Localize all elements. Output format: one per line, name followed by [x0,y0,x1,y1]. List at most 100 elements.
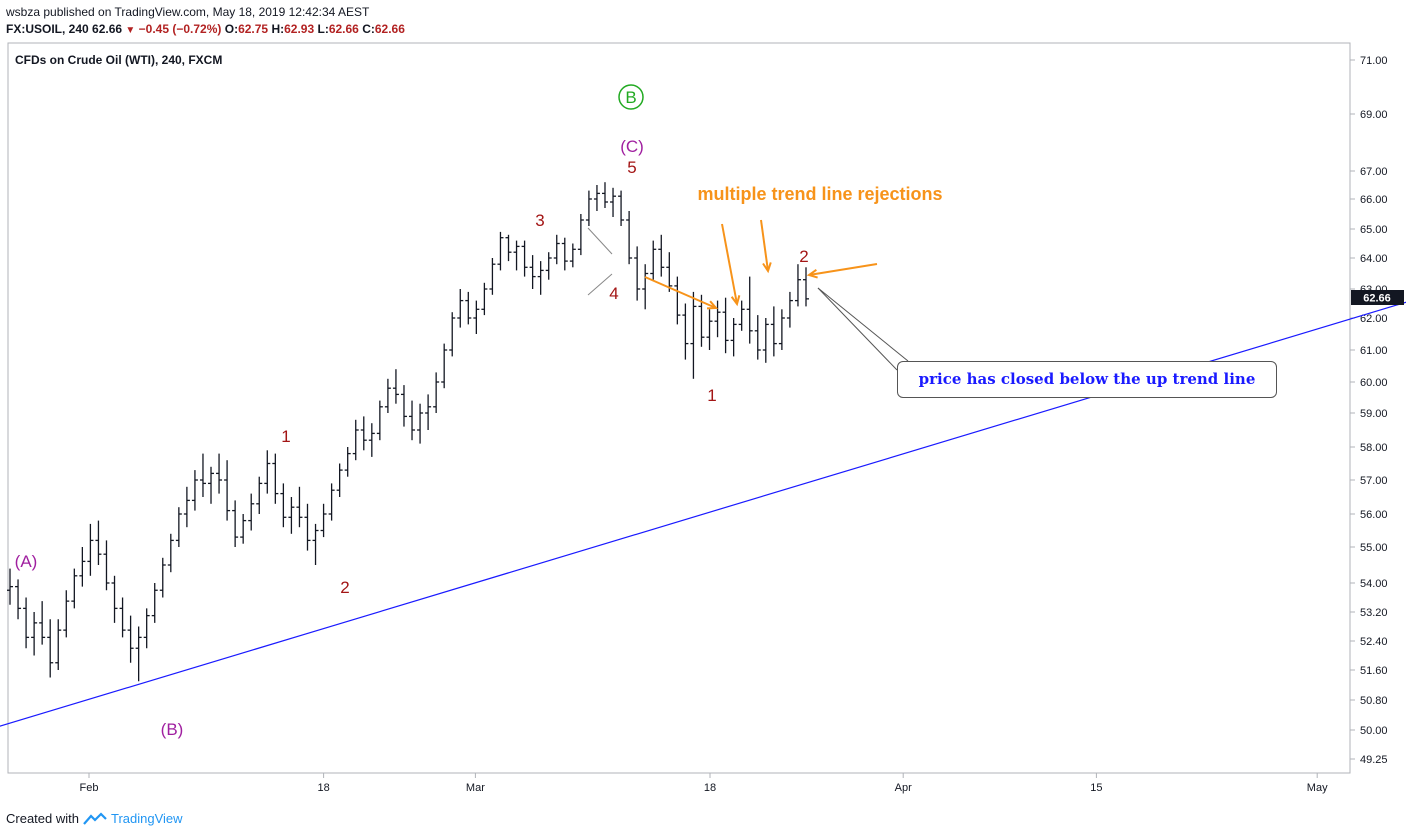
time-tick-label: 18 [317,782,329,794]
candle [433,372,440,413]
wave-label: (A) [15,552,38,571]
candle [537,261,544,295]
candle [658,234,665,277]
rejection-arrow [760,219,772,274]
candle [280,483,287,528]
price-tick-label: 64.00 [1360,253,1388,265]
candle [79,547,86,587]
wave-label: 2 [340,578,349,597]
candle [119,597,126,638]
ohlc-header: FX:USOIL, 240 62.66 ▼ −0.45 (−0.72%) O:6… [6,22,405,36]
candle [95,520,102,565]
price-tick-label: 57.00 [1360,475,1388,487]
candle [248,493,255,531]
callout-pointer-top [817,287,909,362]
wave-label: 4 [609,284,618,303]
candle [465,291,472,325]
time-tick-label: Feb [80,782,99,794]
price-tick-label: 67.00 [1360,166,1388,178]
candle [199,453,206,497]
candle [561,237,568,271]
candle [706,309,713,350]
candle [344,447,351,477]
candle [722,297,729,354]
candle [264,450,271,494]
candle [666,252,673,292]
time-tick-label: May [1307,782,1328,794]
candle [256,476,263,514]
candle [473,300,480,334]
candle [151,583,158,623]
rejection-arrow [721,223,741,307]
symbol-label: FX:USOIL, 240 [6,22,89,36]
wave-labels: (A) (B) 1 2 3 4 5 (C) B 1 2 [15,84,809,739]
candle [183,486,190,528]
candle [481,282,488,316]
open-label: O: [224,22,239,36]
candle [167,533,174,573]
candle [7,568,13,605]
close-label: C: [362,22,375,36]
open-value: 62.75 [238,22,269,36]
candle [111,575,118,623]
annotation-rejections: multiple trend line rejections [697,184,942,204]
candle [352,419,359,461]
candle [191,470,198,511]
candle [698,294,705,347]
candle [529,255,536,289]
up-trend-line[interactable] [0,117,1406,759]
candle [39,601,46,645]
rejection-arrow [806,263,878,279]
price-axis[interactable]: 71.0069.0067.0066.0065.0064.0063.0062.00… [1350,55,1388,766]
candle [489,258,496,295]
price-tick-label: 71.00 [1360,55,1388,67]
candle [31,612,38,656]
candle [272,453,279,504]
price-tick-label: 58.00 [1360,442,1388,454]
candle [143,608,150,649]
price-tick-label: 53.20 [1360,607,1388,619]
svg-text:(C): (C) [620,137,644,156]
price-tick-label: 52.40 [1360,636,1388,648]
wave-label: 3 [535,211,544,230]
rejection-arrow [644,276,719,310]
candle [441,343,448,389]
candle [754,315,761,360]
footer[interactable]: Created with TradingView [6,811,183,826]
low-value: 62.66 [328,22,359,36]
price-tick-label: 60.00 [1360,377,1388,389]
candle [585,190,592,226]
candle [762,318,769,363]
svg-text:2: 2 [340,578,349,597]
candle [360,416,367,451]
svg-text:5: 5 [627,158,636,177]
svg-text:(A): (A) [15,552,38,571]
price-tick-label: 51.60 [1360,665,1388,677]
price-tick-label: 54.00 [1360,578,1388,590]
price-tick-label: 49.25 [1360,754,1388,766]
candle [87,523,94,576]
candle [569,243,576,268]
svg-text:B: B [625,88,636,107]
candle [730,318,737,357]
tradingview-brand-link[interactable]: TradingView [110,811,183,826]
candle [312,523,319,565]
change-down-icon: ▼ [125,25,136,36]
candle [296,486,303,528]
svg-text:4: 4 [609,284,618,303]
candle [642,264,649,310]
svg-text:1: 1 [707,386,716,405]
candle [135,626,142,682]
candle [634,246,641,301]
svg-text:(B): (B) [161,720,184,739]
candle [175,507,182,547]
price-tick-label: 66.00 [1360,194,1388,206]
candle [714,300,721,338]
time-axis[interactable]: Feb18Mar18Apr15May13Jun17Jul15Aug [80,773,1406,794]
callout-pointer-bottom [817,287,898,371]
candle [376,400,383,441]
candle [778,309,785,350]
time-tick-label: 18 [704,782,716,794]
svg-text:1: 1 [281,427,290,446]
